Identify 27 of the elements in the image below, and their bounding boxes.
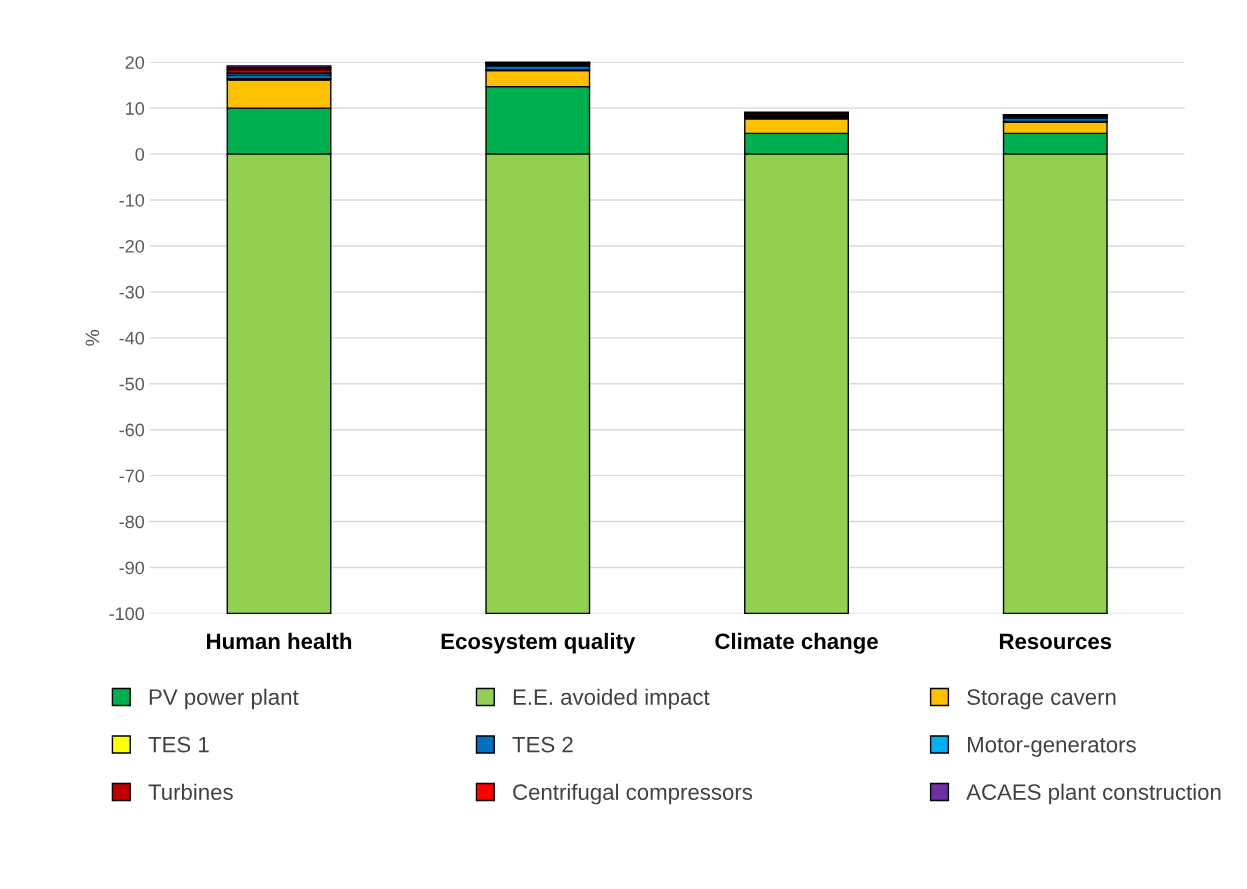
legend-label: ACAES plant construction <box>966 783 1221 805</box>
y-tick-label: -90 <box>119 561 145 575</box>
y-tick-label: -50 <box>119 377 145 391</box>
y-tick-label: -70 <box>119 469 145 483</box>
y-tick-label: 0 <box>135 148 145 161</box>
y-tick-label: 10 <box>126 102 145 115</box>
y-tick-label: -60 <box>119 423 145 437</box>
x-tick-label: Resources <box>999 633 1112 650</box>
y-tick-label: -40 <box>119 331 145 345</box>
x-tick-label: Climate change <box>715 632 878 654</box>
y-tick-label: -100 <box>109 607 145 621</box>
x-tick-label: Ecosystem quality <box>441 632 636 654</box>
y-tick-label: -80 <box>119 515 145 529</box>
y-tick-label: -10 <box>119 193 145 207</box>
y-tick-label: -20 <box>119 239 145 253</box>
y-tick-label: -30 <box>119 285 145 299</box>
legend-label: TES 2 <box>512 736 573 753</box>
legend-label: Motor-generators <box>968 736 1136 757</box>
legend-label: E.E. avoided impact <box>513 688 710 710</box>
legend-label: Storage cavern <box>967 689 1116 710</box>
legend-label: TES 1 <box>148 736 209 753</box>
y-axis-title: % <box>85 329 100 346</box>
y-tick-label: 20 <box>125 56 145 69</box>
x-tick-label: Human health <box>207 632 352 650</box>
legend-label: Turbines <box>148 783 233 800</box>
legend-label: PV power plant <box>149 688 299 710</box>
legend-label: Centrifugal compressors <box>513 783 753 805</box>
